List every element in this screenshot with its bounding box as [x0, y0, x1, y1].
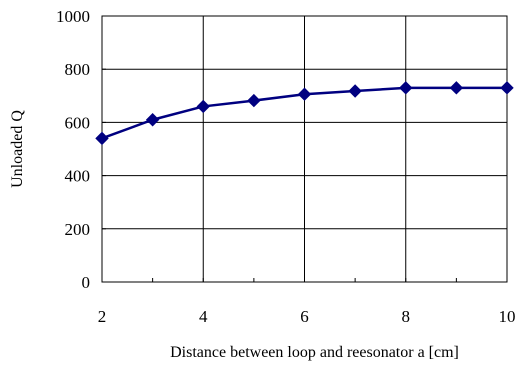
data-point-marker	[247, 93, 261, 108]
y-tick-label: 600	[65, 113, 91, 132]
data-point-marker	[399, 81, 413, 95]
axis-ticks: 2 4 6 8 10 0 200 400 600 800 1000	[56, 7, 516, 326]
grid-lines	[101, 15, 508, 283]
y-axis-title: Unloaded Q	[9, 110, 26, 188]
y-tick-label: 200	[65, 220, 91, 239]
series-layer	[95, 81, 514, 146]
data-point-marker	[297, 87, 312, 101]
x-tick-label: 10	[499, 307, 516, 326]
data-point-marker	[145, 113, 160, 127]
data-point-marker	[348, 84, 362, 98]
data-point-marker	[449, 81, 464, 95]
data-point-marker	[500, 81, 514, 95]
x-tick-label: 2	[98, 307, 107, 326]
data-point-marker	[95, 131, 109, 146]
x-tick-label: 8	[402, 307, 411, 326]
y-tick-label: 400	[65, 167, 91, 186]
x-axis-title: Distance between loop and reesonator a […	[170, 344, 459, 361]
y-tick-label: 800	[65, 60, 91, 79]
x-tick-label: 4	[199, 307, 208, 326]
y-tick-label: 1000	[56, 7, 90, 26]
y-tick-label: 0	[82, 273, 91, 292]
data-point-marker	[196, 99, 210, 114]
x-tick-label: 6	[300, 307, 309, 326]
